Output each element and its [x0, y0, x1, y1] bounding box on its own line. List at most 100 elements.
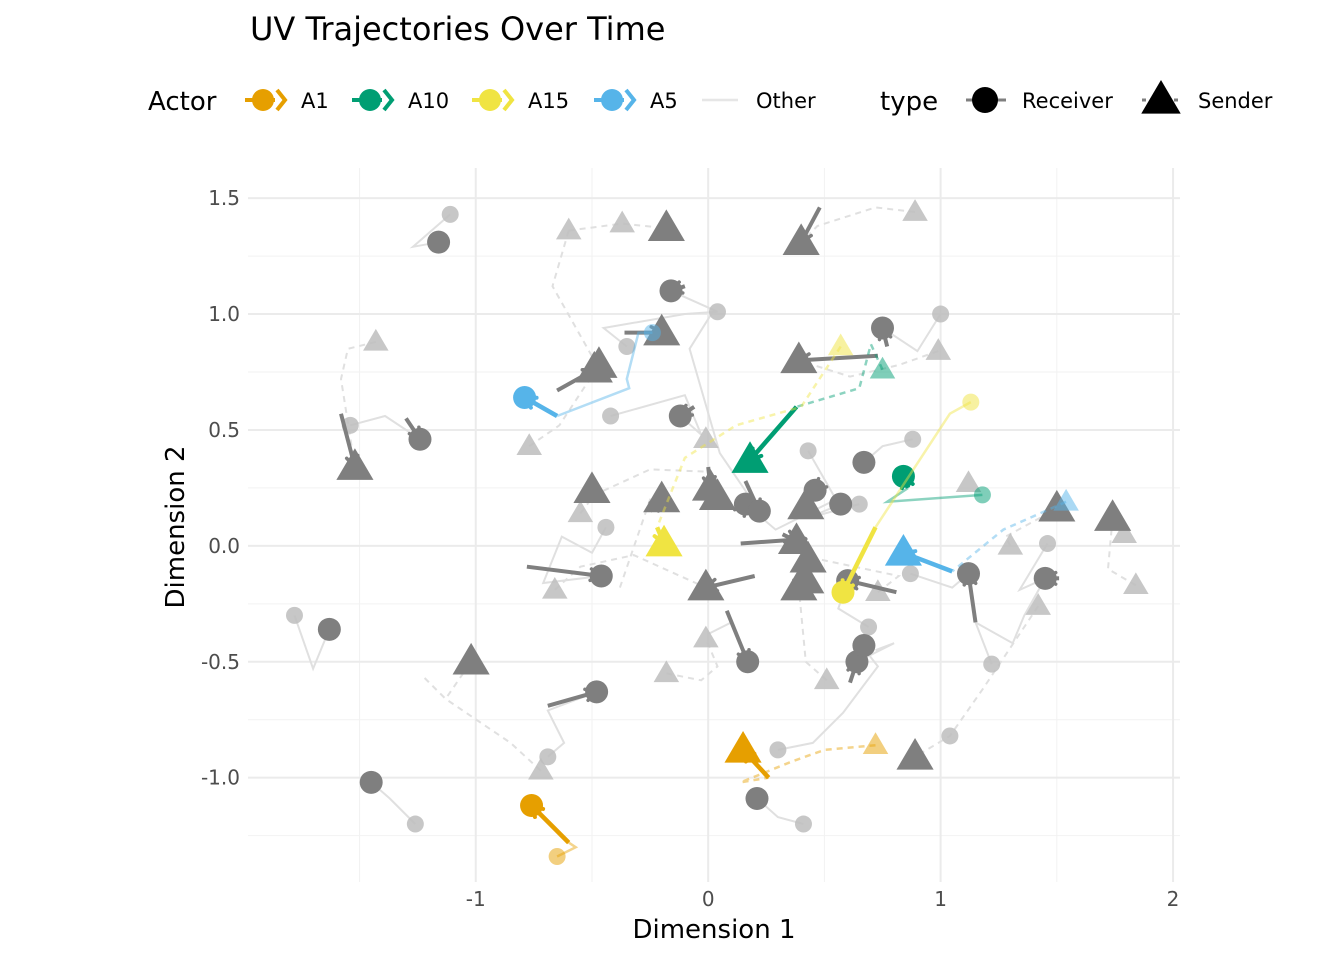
other-receiver-start-point — [860, 618, 878, 636]
other-receiver-start-point — [597, 518, 615, 536]
legend-item-receiver: Receiver — [966, 87, 1113, 113]
other-receiver-point — [852, 634, 876, 658]
other-final-segment — [526, 564, 602, 578]
legend-point-a5 — [601, 89, 623, 111]
other-receiver-point — [852, 450, 876, 474]
series-a1-sender-path — [740, 743, 876, 784]
other-receiver-start-point — [799, 442, 817, 460]
other-receiver-point — [956, 562, 980, 586]
other-receiver-start-point — [539, 748, 557, 766]
other-receiver-path — [688, 311, 761, 512]
legend-item-other: Other — [702, 89, 816, 113]
other-sender-point — [643, 480, 681, 513]
y-tick-label: 1.0 — [208, 302, 240, 326]
plot-grid — [248, 168, 1180, 882]
series-a10-receiver-start — [973, 486, 991, 504]
other-receiver-start-point — [932, 305, 950, 323]
other-sender-start-point — [997, 532, 1024, 555]
legend-triangle-sender — [1141, 79, 1181, 114]
series-a1-receiver-point — [520, 794, 544, 817]
other-receiver-point — [747, 499, 771, 523]
x-tick-label: 0 — [702, 887, 715, 911]
legend-item-a5: A5 — [594, 88, 678, 113]
other-sender-point — [1094, 499, 1132, 531]
series-a5-sender-point — [884, 533, 922, 566]
other-sender-start-point — [693, 426, 719, 449]
other-receiver-path — [541, 526, 607, 585]
other-sender-path — [797, 587, 828, 682]
other-receiver-start-point — [602, 407, 620, 425]
x-tick-label: 1 — [934, 887, 947, 911]
other-sender-point — [787, 487, 825, 520]
other-receiver-start-point — [983, 655, 1001, 673]
other-receiver-start-point — [285, 606, 303, 624]
series-a10-final-segment — [748, 405, 799, 462]
series-a1-sender-start — [862, 732, 889, 755]
other-sender-start-point — [693, 625, 719, 648]
other-sender-start-point — [1123, 572, 1149, 595]
other-sender-start-point — [1025, 593, 1051, 615]
other-sender-point — [782, 223, 820, 255]
y-tick-label: 1.5 — [208, 186, 240, 210]
other-sender-start-point — [542, 576, 568, 599]
other-sender-point — [575, 350, 613, 383]
series-a15-sender-path — [655, 345, 842, 528]
other-receiver-path — [601, 289, 718, 348]
series-a5-sender-start — [1053, 488, 1079, 511]
other-receiver-path — [881, 313, 942, 353]
y-tick-label: 0.5 — [208, 418, 240, 442]
y-axis-title: Dimension 2 — [161, 445, 191, 608]
legend-label-a1: A1 — [301, 89, 329, 113]
other-sender-start-point — [528, 757, 554, 780]
other-sender-start-point — [555, 217, 582, 240]
other-sender-start-point — [363, 328, 389, 351]
other-receiver-path — [350, 414, 421, 441]
legend-label-other: Other — [756, 89, 816, 113]
legend-arrow-a5 — [624, 88, 637, 112]
other-receiver-start-point — [901, 565, 919, 583]
other-receiver-start-point — [904, 430, 922, 448]
other-sender-path — [445, 698, 542, 772]
legend-point-a15 — [479, 89, 501, 111]
series-a10-receiver-point — [891, 464, 915, 488]
series-a5-receiver-point — [513, 386, 537, 409]
legend-item-sender: Sender — [1141, 79, 1273, 114]
other-receiver-start-point — [850, 495, 868, 513]
other-receiver-point — [427, 230, 451, 254]
other-receiver-start-point — [1039, 535, 1057, 553]
other-sender-start-point — [567, 500, 594, 523]
other-receiver-point — [1033, 566, 1057, 590]
other-sender-path — [800, 206, 916, 243]
other-sender-start-point — [1111, 521, 1137, 544]
y-tick-label: -1.0 — [201, 766, 240, 790]
series-a10-sender-point — [731, 441, 769, 473]
other-sender-point — [336, 448, 374, 480]
other-sender-path — [914, 605, 1040, 758]
legend-item-a15: A15 — [472, 88, 569, 113]
other-receiver-path — [293, 615, 331, 672]
other-sender-path — [666, 638, 719, 682]
legend-arrow-a10 — [382, 88, 395, 112]
series-a5-receiver-path — [556, 331, 653, 418]
other-sender-start-point — [609, 210, 635, 233]
other-sender-start-point — [813, 667, 840, 690]
other-sender-path — [528, 364, 600, 448]
series-a15-receiver-point — [831, 580, 855, 604]
other-sender-point — [687, 568, 725, 601]
legend-arrow-a15 — [502, 88, 515, 112]
x-tick-labels: -1 0 1 2 — [466, 887, 1180, 911]
other-receiver-start-point — [708, 303, 726, 321]
y-tick-label: -0.5 — [201, 650, 240, 674]
x-tick-label: 2 — [1167, 887, 1180, 911]
chart-title: UV Trajectories Over Time — [250, 10, 665, 48]
series-a10-sender-path — [796, 340, 884, 408]
series-a10-receiver-path — [882, 486, 983, 504]
legend-label-a15: A15 — [528, 89, 569, 113]
other-receiver-point — [317, 617, 341, 641]
legend-arrow-a1 — [275, 88, 288, 112]
other-sender-start-point — [955, 470, 982, 493]
other-sender-start-point — [925, 338, 952, 360]
other-sender-point — [789, 540, 827, 573]
x-tick-label: -1 — [466, 887, 486, 911]
